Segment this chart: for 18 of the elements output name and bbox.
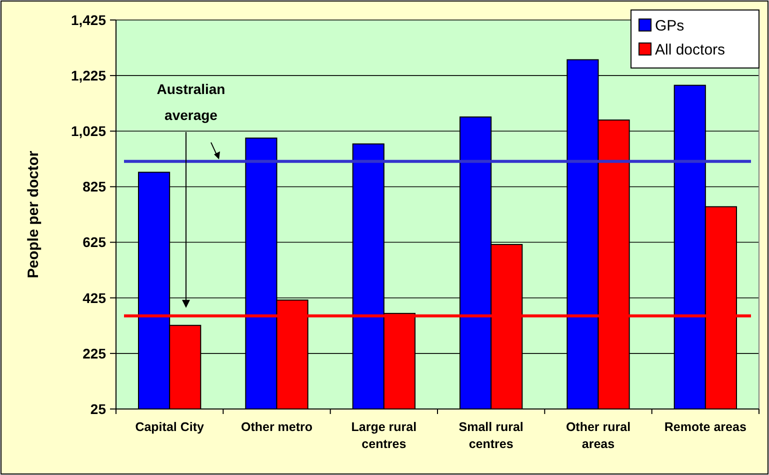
x-tick-label: Remote areas [664,420,746,434]
y-axis-title: People per doctor [25,150,42,278]
legend-label: GPs [655,17,684,34]
x-tick-label: Large rural centres [351,420,417,451]
y-tick-label: 1,425 [70,12,106,28]
x-tick-label: Other metro [240,420,313,434]
y-tick-label: 625 [82,234,106,250]
x-tick-label: Small rural centres [458,420,524,451]
y-tick-label: 1,025 [70,123,106,140]
legend-label: All doctors [655,41,726,58]
y-tick-label: 825 [82,178,106,195]
y-tick-label: 225 [82,345,106,362]
annotation: Australian average [156,81,226,123]
x-tick-label: Capital City [135,420,204,434]
x-tick-label: Other rural areas [566,420,631,451]
y-tick-label: 425 [82,290,106,306]
y-tick-label: 25 [90,400,106,417]
y-tick-label: 1,225 [70,67,106,84]
